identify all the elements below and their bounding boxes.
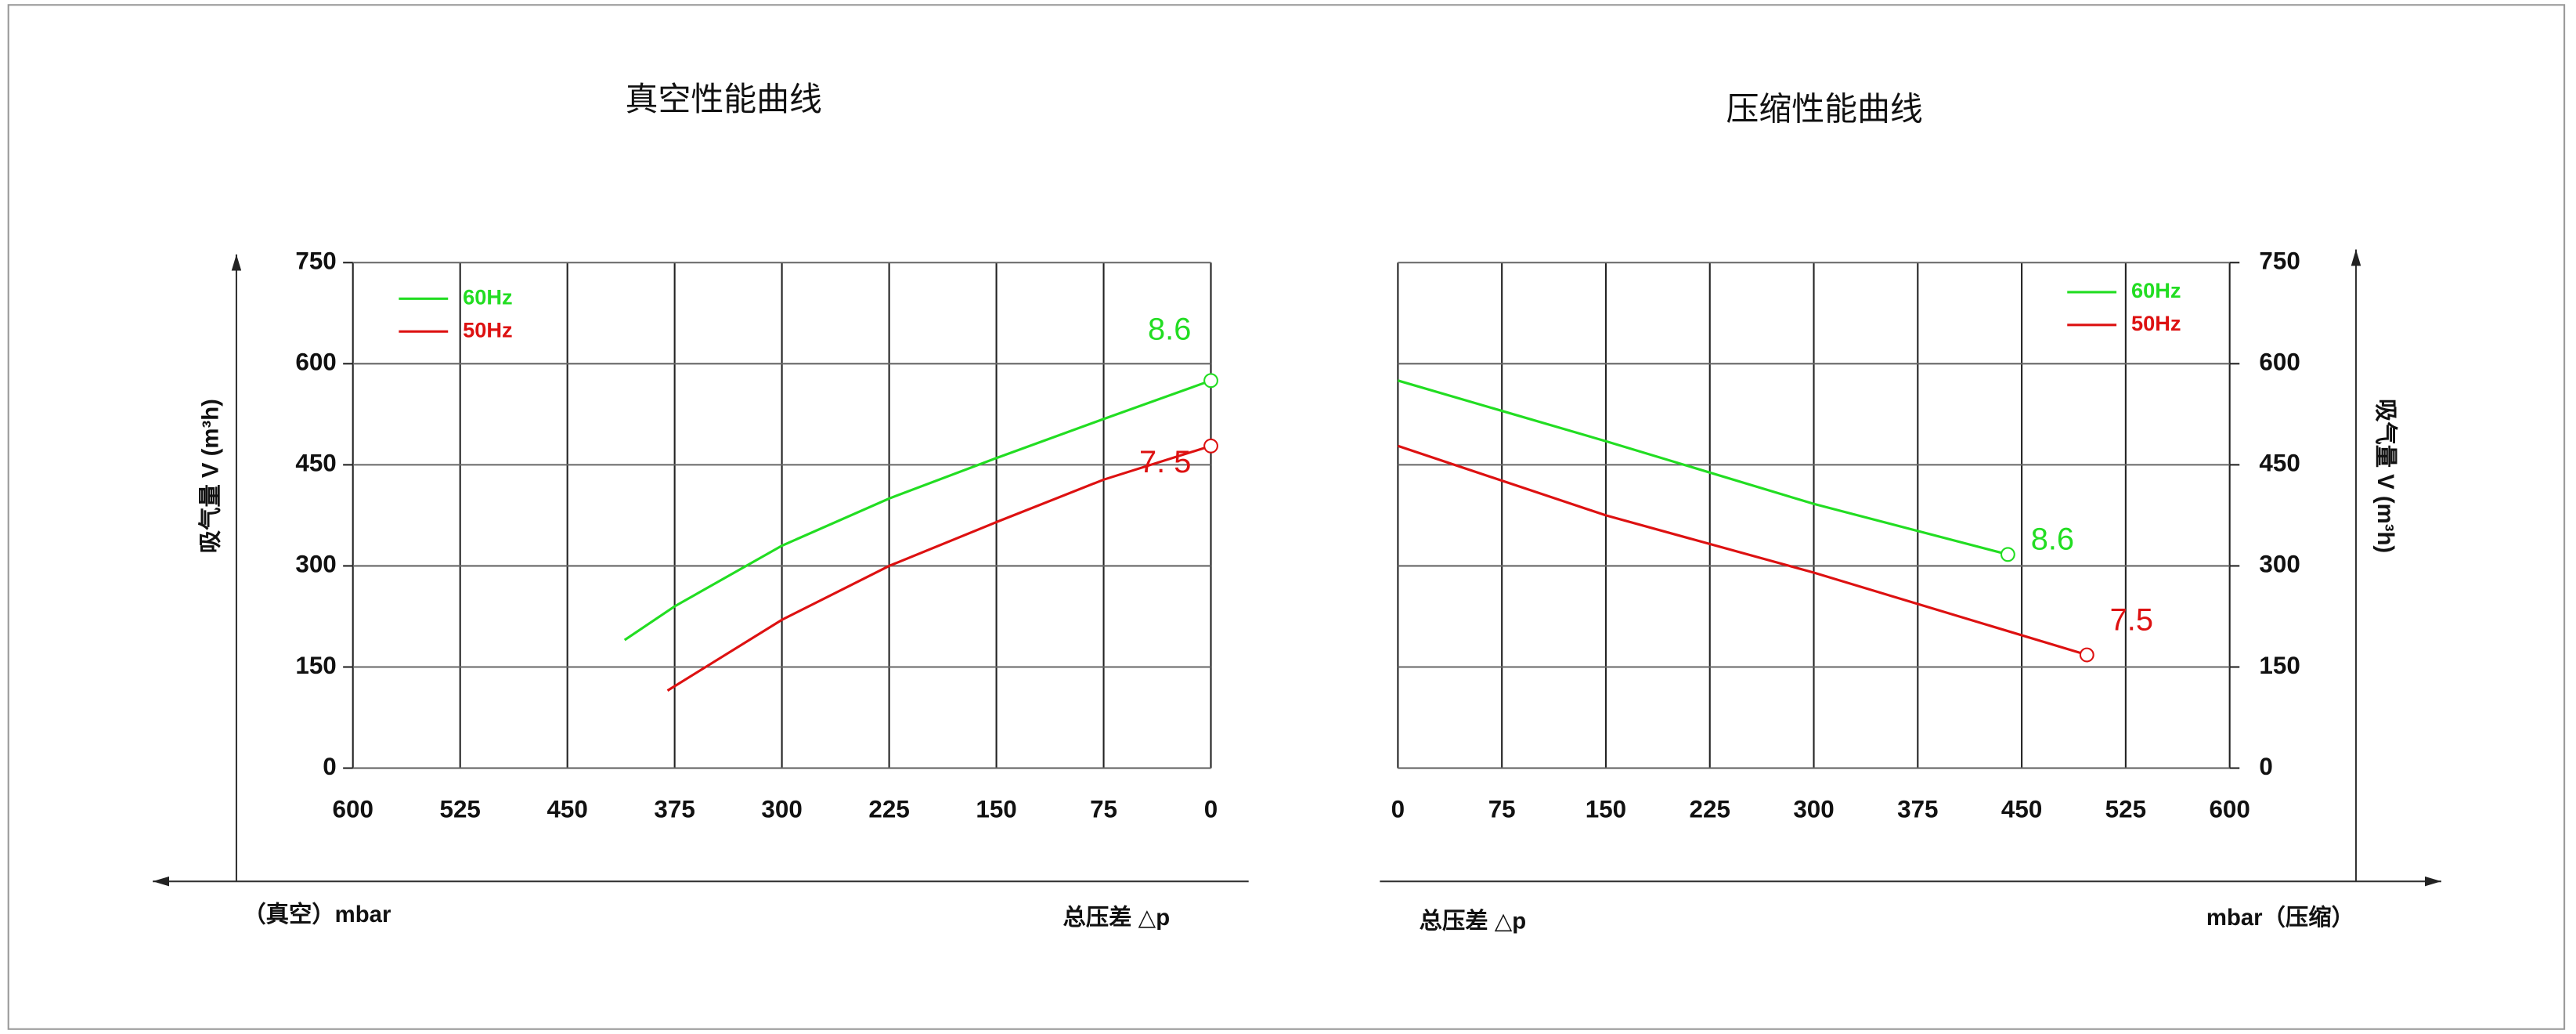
x-tick-label: 300: [1793, 795, 1834, 822]
end-label: 8.6: [2031, 522, 2074, 557]
line-series: [666, 444, 1211, 692]
y-tick-label: 600: [2259, 349, 2300, 376]
x-axis-label: 总压差 △p: [1420, 908, 1527, 934]
end-point: [2079, 647, 2094, 663]
y-tick-label: 450: [2259, 450, 2300, 477]
line-series: [1397, 444, 2087, 656]
line-series: [1397, 379, 2008, 556]
x-tick-label: 150: [1586, 795, 1626, 822]
x-tick-label: 150: [976, 795, 1016, 822]
x-tick-label: 450: [547, 795, 587, 822]
x-tick-label: 75: [1090, 795, 1117, 822]
end-label: 8.6: [1148, 312, 1191, 346]
x-tick-label: 375: [1897, 795, 1938, 822]
x-tick-label: 300: [761, 795, 802, 822]
y-axis-label: 吸气量 V (m³h): [2372, 399, 2398, 553]
x-axis-label: 总压差 △p: [1063, 905, 1171, 931]
x-tick-label: 450: [2001, 795, 2042, 822]
end-label: 7. 5: [1139, 445, 1191, 479]
y-tick-label: 150: [2259, 652, 2300, 679]
legend-label: 50Hz: [2131, 311, 2181, 335]
end-point: [1203, 438, 1218, 454]
x-tick-label: 225: [1690, 795, 1730, 822]
y-tick-label: 0: [2259, 753, 2272, 780]
x-axis-label: mbar（压缩）: [2206, 905, 2354, 931]
x-tick-label: 0: [1204, 795, 1218, 822]
end-point: [2000, 547, 2015, 562]
chart-title: 压缩性能曲线: [1726, 91, 1922, 128]
x-tick-label: 225: [868, 795, 909, 822]
y-tick-label: 150: [295, 652, 336, 679]
y-tick-label: 300: [295, 551, 336, 578]
y-tick-label: 750: [2259, 248, 2300, 275]
legend-label: 60Hz: [463, 285, 513, 309]
end-label: 7.5: [2110, 603, 2153, 638]
x-tick-label: 525: [2105, 795, 2146, 822]
y-tick-label: 750: [295, 248, 336, 275]
x-tick-label: 600: [333, 795, 373, 822]
chart-title: 真空性能曲线: [626, 81, 822, 118]
x-tick-label: 75: [1488, 795, 1516, 822]
line-series: [623, 379, 1212, 642]
x-tick-label: 600: [2209, 795, 2249, 822]
x-tick-label: 0: [1391, 795, 1405, 822]
x-tick-label: 375: [654, 795, 695, 822]
y-tick-label: 300: [2259, 551, 2300, 578]
y-tick-label: 450: [295, 450, 336, 477]
border: [7, 4, 2566, 1030]
y-tick-label: 0: [323, 753, 336, 780]
legend-label: 50Hz: [463, 317, 513, 342]
end-point: [1203, 373, 1218, 389]
x-axis-label: （真空）mbar: [243, 902, 391, 927]
legend-label: 60Hz: [2131, 278, 2181, 302]
x-tick-label: 525: [439, 795, 480, 822]
y-tick-label: 600: [295, 349, 336, 376]
y-axis-label: 吸气量 V (m³h): [197, 399, 223, 553]
